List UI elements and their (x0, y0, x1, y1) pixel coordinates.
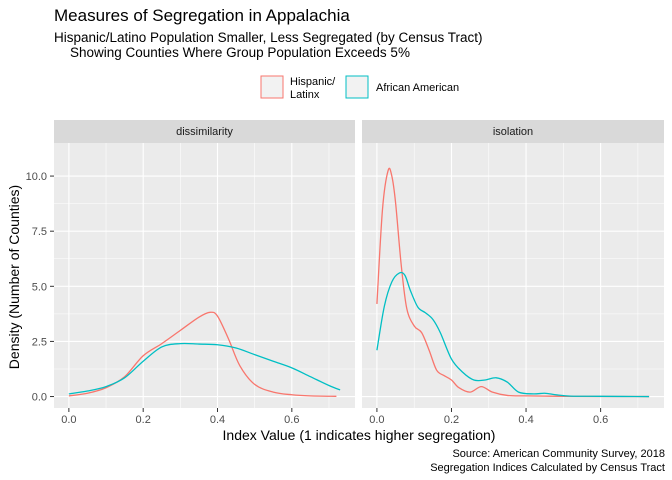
strip-background (362, 120, 664, 143)
caption-line-1: Source: American Community Survey, 2018 (452, 448, 665, 460)
panel-dissimilarity: dissimilarity 0.0 0.2 0.4 0.6 0.0 2.5 5.0 7.5 10.… (26, 120, 355, 426)
x-tick-label: 0.0 (369, 414, 384, 426)
x-tick-label: 0.2 (136, 414, 151, 426)
legend-label-hispanic-line-2: Latinx (290, 89, 320, 101)
panel-background (54, 143, 355, 408)
caption-line-2: Segregation Indices Calculated by Census… (430, 462, 665, 474)
facet-panels: dissimilarity 0.0 0.2 0.4 0.6 0.0 2.5 5.0 7.5 10.… (26, 120, 664, 426)
y-tick-label: 10.0 (26, 171, 47, 183)
chart-title: Measures of Segregation in Appalachia (54, 6, 350, 25)
x-tick-label: 0.6 (284, 414, 299, 426)
panel-isolation: isolation 0.0 0.2 0.4 0.6 (362, 120, 664, 426)
density-line-hispanic-latinx (376, 167, 650, 398)
x-tick-label: 0.4 (518, 414, 533, 426)
x-tick-label: 0.0 (61, 414, 76, 426)
y-tick-label: 0.0 (32, 392, 47, 404)
legend-key-hispanic (260, 75, 284, 99)
y-tick-label: 5.0 (32, 281, 47, 293)
density-line-african-american (68, 342, 341, 395)
y-axis-title: Density (Number of Counties) (6, 185, 22, 369)
x-axis-title: Index Value (1 indicates higher segregat… (223, 427, 496, 443)
strip-label: isolation (493, 126, 533, 138)
legend-label-african-american: African American (376, 82, 459, 94)
panel-background (362, 143, 664, 408)
strip-label: dissimilarity (176, 126, 233, 138)
legend-key-african-american (345, 75, 369, 99)
density-line-african-american (376, 271, 650, 398)
chart-subtitle-line-1: Hispanic/Latino Population Smaller, Less… (54, 30, 482, 45)
legend: Hispanic/ Latinx African American (260, 75, 459, 101)
y-tick-label: 2.5 (32, 336, 47, 348)
x-tick-label: 0.6 (593, 414, 608, 426)
legend-label-hispanic-line-1: Hispanic/ (290, 76, 336, 88)
x-tick-label: 0.2 (444, 414, 459, 426)
chart-subtitle-line-2: Showing Counties Where Group Population … (70, 45, 410, 60)
strip-background (54, 120, 355, 143)
x-tick-label: 0.4 (210, 414, 225, 426)
y-tick-label: 7.5 (32, 226, 47, 238)
